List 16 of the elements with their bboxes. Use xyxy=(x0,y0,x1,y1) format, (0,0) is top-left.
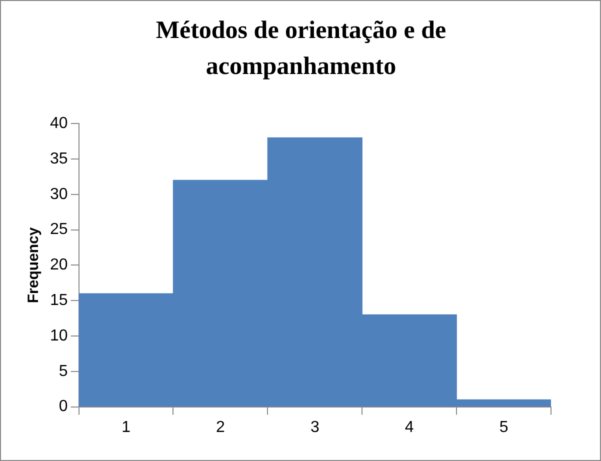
y-tick-label: 10 xyxy=(50,327,68,344)
x-tick-label: 2 xyxy=(216,418,226,436)
y-tick-label: 5 xyxy=(58,362,68,380)
y-axis-title: Frequency xyxy=(25,226,42,304)
chart-title: Métodos de orientação e de acompanhamento xyxy=(154,16,448,82)
y-tick-label: 15 xyxy=(50,292,68,310)
x-tick-label: 3 xyxy=(310,418,320,436)
y-tick-label: 30 xyxy=(50,186,68,203)
y-tick-label: 35 xyxy=(50,150,68,168)
y-tick-label: 40 xyxy=(50,115,68,132)
x-tick-label: 4 xyxy=(404,418,414,436)
y-tick-label: 0 xyxy=(58,398,68,416)
y-tick-label: 25 xyxy=(50,221,68,238)
y-tick-label: 20 xyxy=(50,256,68,274)
x-tick-label: 1 xyxy=(122,418,131,436)
x-tick-label: 5 xyxy=(499,418,508,436)
